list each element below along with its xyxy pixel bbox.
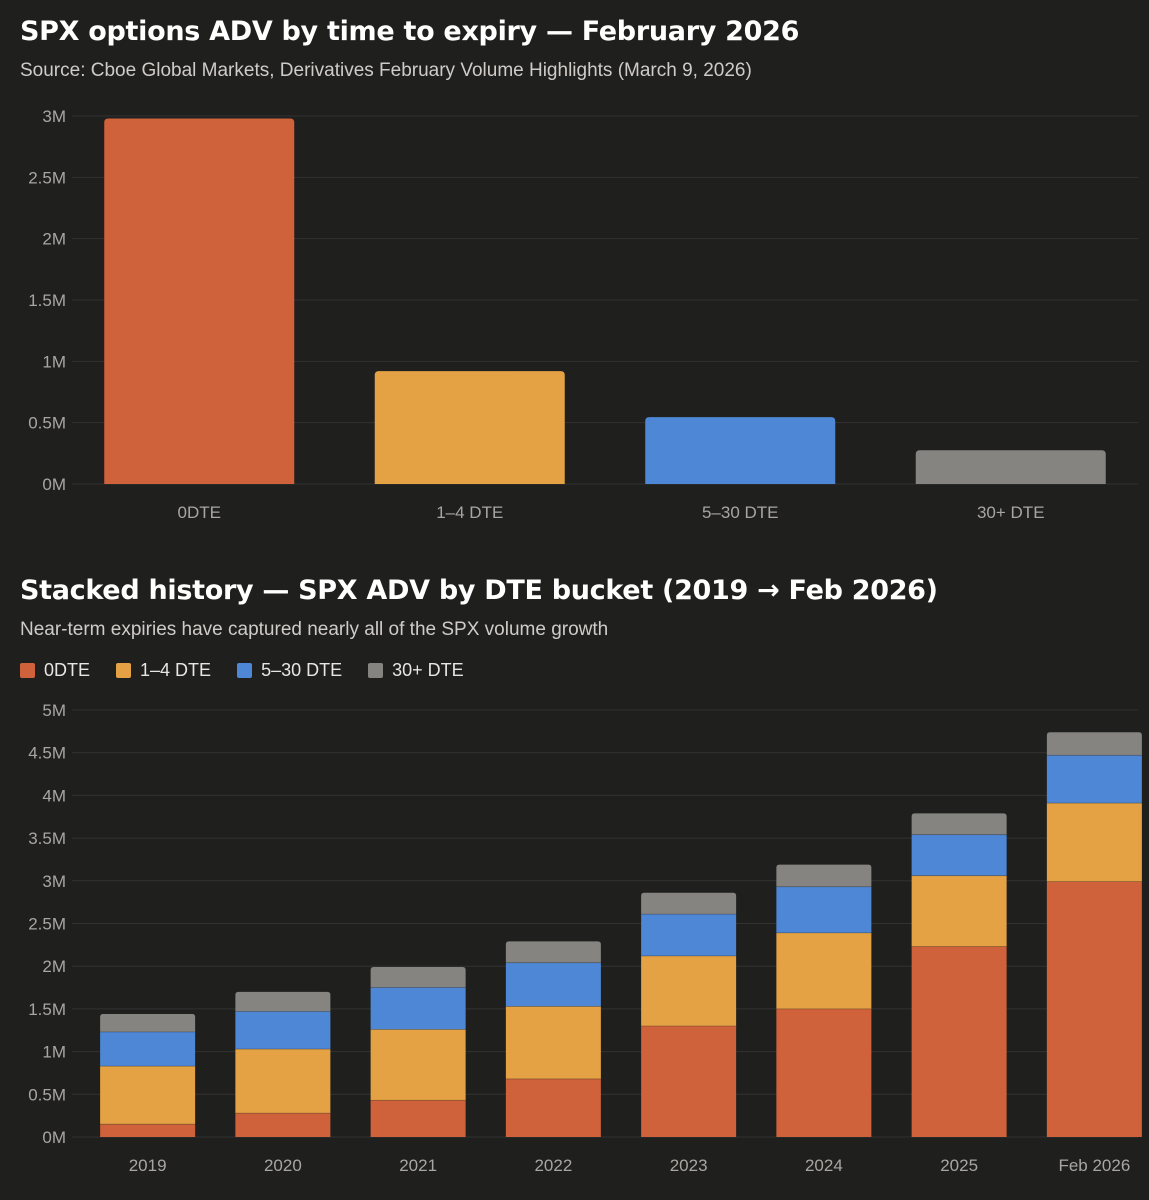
chart2-y-tick-label: 0M xyxy=(42,1128,66,1147)
chart2-bar-2020-30plus-dte xyxy=(235,991,331,1012)
chart1-x-tick-label: 5–30 DTE xyxy=(702,503,779,522)
chart2-bar-2025-30plus-dte xyxy=(911,813,1007,835)
chart2-bar-2022-0dte xyxy=(505,1078,601,1137)
chart1-y-tick-label: 1.5M xyxy=(28,291,66,310)
chart1-y-tick-label: 2.5M xyxy=(28,168,66,187)
chart2-bar-feb-2026-0dte xyxy=(1046,881,1142,1137)
chart1-bar-5-30-dte xyxy=(645,417,836,484)
legend-swatch-1-4-dte xyxy=(116,663,132,678)
chart2-x-tick-label: 2020 xyxy=(264,1156,302,1175)
chart2-bar-2023-0dte xyxy=(641,1025,737,1137)
chart1-bar-1-4-dte xyxy=(374,371,565,484)
chart2-bar-feb-2026-30plus-dte xyxy=(1046,732,1142,756)
chart2-x-tick-label: 2022 xyxy=(534,1156,572,1175)
chart2-subtitle: Near-term expiries have captured nearly … xyxy=(20,619,609,640)
chart1-bar-30plus-dte xyxy=(915,450,1106,484)
chart1-title: SPX options ADV by time to expiry — Febr… xyxy=(20,16,800,47)
chart2-y-tick-label: 4M xyxy=(42,786,66,805)
chart1-y-tick-label: 2M xyxy=(42,230,66,249)
legend-label-5-30-dte: 5–30 DTE xyxy=(261,660,343,680)
chart1-y-tick-label: 0M xyxy=(42,475,66,494)
chart1-x-tick-label: 0DTE xyxy=(178,503,221,522)
chart2-bar-2023-30plus-dte xyxy=(641,892,737,915)
chart2-x-tick-label: 2019 xyxy=(129,1156,167,1175)
chart2-bar-2024-5-30-dte xyxy=(776,886,872,933)
legend-label-0dte: 0DTE xyxy=(44,660,91,680)
chart2-legend: 0DTE 1–4 DTE 5–30 DTE 30+ DTE xyxy=(20,660,464,681)
chart2-bar-2022-5-30-dte xyxy=(505,962,601,1007)
chart2-x-tick-label: 2021 xyxy=(399,1156,437,1175)
chart1-bar-0dte xyxy=(104,118,295,484)
chart2-y-tick-label: 2.5M xyxy=(28,915,66,934)
chart1-y-tick-label: 0.5M xyxy=(28,414,66,433)
chart2-y-tick-label: 2M xyxy=(42,957,66,976)
chart1-subtitle: Source: Cboe Global Markets, Derivatives… xyxy=(20,60,752,81)
chart1-x-tick-label: 30+ DTE xyxy=(977,503,1045,522)
chart2-y-tick-label: 5M xyxy=(42,701,66,720)
chart2-bar-2025-0dte xyxy=(911,946,1007,1137)
legend-item-30-plus-dte: 30+ DTE xyxy=(368,660,464,681)
legend-swatch-30-plus-dte xyxy=(368,663,384,678)
chart2-bar-2023-5-30-dte xyxy=(641,914,737,956)
chart2-bar-2021-5-30-dte xyxy=(370,987,466,1030)
legend-item-1-4-dte: 1–4 DTE xyxy=(116,660,211,681)
chart2-bar-2020-5-30-dte xyxy=(235,1011,331,1050)
chart2-y-tick-label: 0.5M xyxy=(28,1085,66,1104)
legend-swatch-0dte xyxy=(20,663,35,678)
chart2-x-tick-label: Feb 2026 xyxy=(1058,1156,1130,1175)
chart2-bar-2020-1-4-dte xyxy=(235,1049,331,1114)
chart1-y-tick-label: 3M xyxy=(42,107,66,126)
chart2-bar-2025-1-4-dte xyxy=(911,875,1007,947)
chart2-y-tick-label: 1.5M xyxy=(28,1000,66,1019)
chart2-x-tick-label: 2024 xyxy=(805,1156,843,1175)
legend-item-0dte: 0DTE xyxy=(20,660,90,681)
chart2-bar-2024-30plus-dte xyxy=(776,864,872,887)
chart2-bar-2019-0dte xyxy=(100,1124,196,1137)
chart2-bar-2020-0dte xyxy=(235,1113,331,1137)
chart1-x-tick-label: 1–4 DTE xyxy=(436,503,503,522)
chart2-x-tick-label: 2023 xyxy=(670,1156,708,1175)
chart2-bar-2019-1-4-dte xyxy=(100,1066,196,1125)
chart2-y-tick-label: 4.5M xyxy=(28,744,66,763)
chart2-title: Stacked history — SPX ADV by DTE bucket … xyxy=(20,575,938,606)
chart2-bar-feb-2026-1-4-dte xyxy=(1046,803,1142,882)
chart2-bar-2021-30plus-dte xyxy=(370,967,466,988)
chart2-bar-2021-0dte xyxy=(370,1100,466,1137)
chart2-bar-2023-1-4-dte xyxy=(641,955,737,1026)
chart2-bar-2019-30plus-dte xyxy=(100,1014,196,1032)
chart2-y-tick-label: 1M xyxy=(42,1043,66,1062)
chart2-bar-2024-1-4-dte xyxy=(776,932,872,1009)
legend-swatch-5-30-dte xyxy=(237,663,253,678)
chart2-y-tick-label: 3M xyxy=(42,872,66,891)
legend-label-30-plus-dte: 30+ DTE xyxy=(392,660,464,680)
legend-item-5-30-dte: 5–30 DTE xyxy=(237,660,342,681)
chart2-bar-2021-1-4-dte xyxy=(370,1029,466,1101)
chart2-bar-2022-30plus-dte xyxy=(505,941,601,963)
chart2-x-tick-label: 2025 xyxy=(940,1156,978,1175)
legend-label-1-4-dte: 1–4 DTE xyxy=(140,660,212,680)
chart1-y-tick-label: 1M xyxy=(42,352,66,371)
chart2-bar-2024-0dte xyxy=(776,1008,872,1137)
chart2-bar-2022-1-4-dte xyxy=(505,1006,601,1079)
chart2-bar-feb-2026-5-30-dte xyxy=(1046,755,1142,804)
chart2-bar-2019-5-30-dte xyxy=(100,1031,196,1067)
chart2-y-tick-label: 3.5M xyxy=(28,829,66,848)
chart2-bar-2025-5-30-dte xyxy=(911,834,1007,876)
